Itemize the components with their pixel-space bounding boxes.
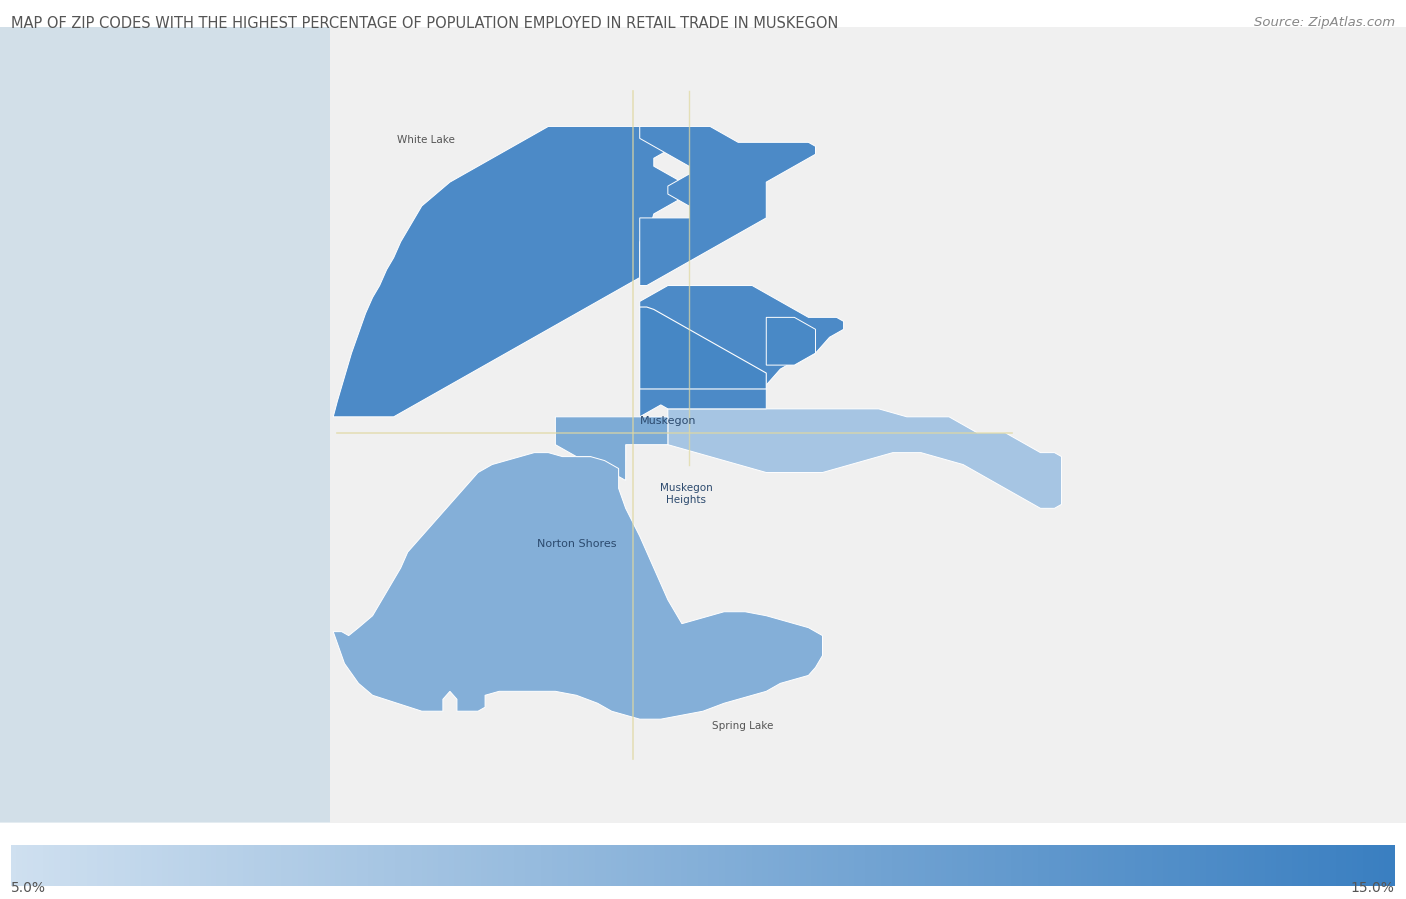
Polygon shape	[640, 286, 844, 417]
Polygon shape	[766, 317, 815, 365]
Polygon shape	[555, 417, 668, 480]
Polygon shape	[333, 445, 823, 719]
Polygon shape	[668, 409, 1062, 508]
Text: Norton Shores: Norton Shores	[537, 539, 616, 549]
Text: 15.0%: 15.0%	[1351, 880, 1395, 895]
Text: Muskegon
Heights: Muskegon Heights	[659, 483, 713, 505]
Polygon shape	[333, 127, 689, 417]
Polygon shape	[0, 27, 337, 823]
Text: White Lake: White Lake	[396, 135, 456, 145]
Polygon shape	[330, 27, 1406, 823]
Text: 5.0%: 5.0%	[11, 880, 46, 895]
Polygon shape	[640, 307, 766, 389]
Text: Source: ZipAtlas.com: Source: ZipAtlas.com	[1254, 16, 1395, 29]
Text: Muskegon: Muskegon	[640, 416, 696, 426]
Text: Spring Lake: Spring Lake	[711, 720, 773, 731]
Polygon shape	[640, 127, 815, 286]
Text: MAP OF ZIP CODES WITH THE HIGHEST PERCENTAGE OF POPULATION EMPLOYED IN RETAIL TR: MAP OF ZIP CODES WITH THE HIGHEST PERCEN…	[11, 16, 838, 31]
